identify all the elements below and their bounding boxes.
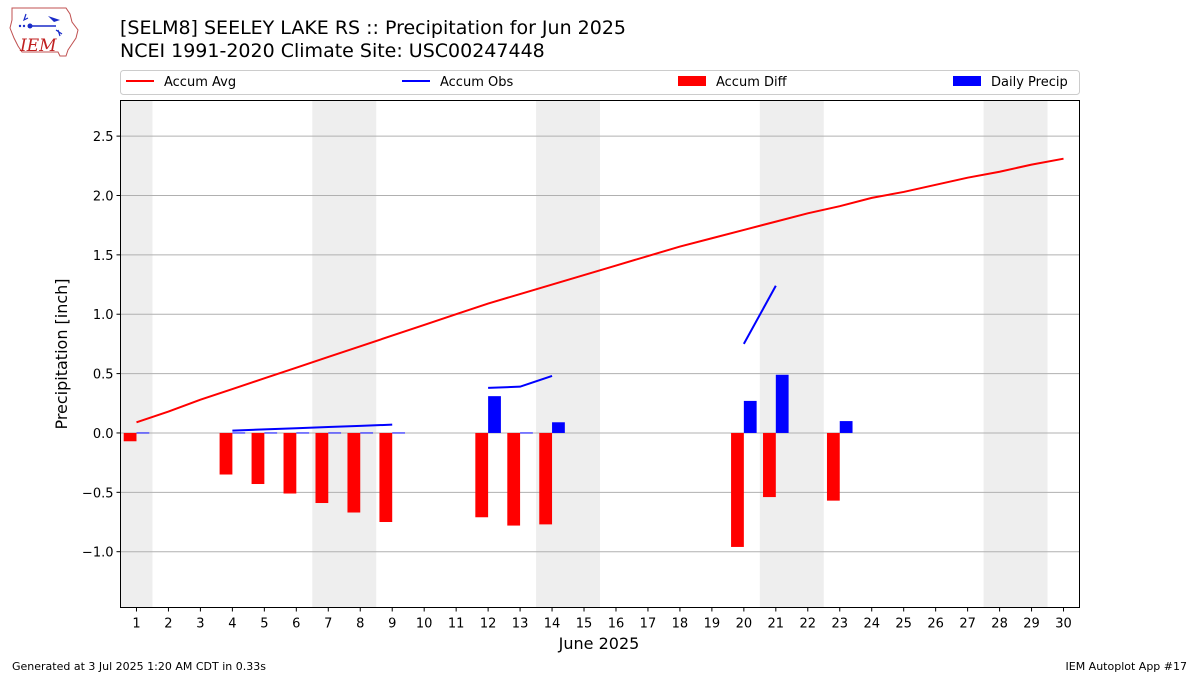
accum-diff-bar [123, 432, 137, 442]
daily-precip-bar [360, 432, 374, 434]
x-tick-label: 14 [544, 617, 561, 632]
accum-diff-bar [539, 432, 553, 525]
legend-swatch-daily-precip [953, 76, 981, 86]
accum-diff-bar [251, 432, 265, 485]
x-tick-label: 3 [196, 617, 204, 632]
footer-app: IEM Autoplot App #17 [1065, 660, 1188, 673]
weekend-band-1 [312, 100, 377, 608]
x-tick-label: 28 [991, 617, 1008, 632]
accum-obs-line [742, 285, 777, 345]
x-tick-label: 4 [228, 617, 236, 632]
x-tick-label: 23 [831, 617, 848, 632]
y-axis-ticks: −1.0 −0.5 0.0 0.5 1.0 1.5 2.0 2.5 [82, 130, 121, 561]
x-tick-label: 16 [608, 617, 625, 632]
x-tick-label: 2 [164, 617, 172, 632]
daily-precip-bar [392, 432, 406, 434]
x-tick-label: 27 [959, 617, 976, 632]
weekend-band-0 [120, 100, 153, 608]
x-tick-label: 24 [863, 617, 880, 632]
accum-diff-bar [315, 432, 329, 504]
legend: Accum Avg Accum Obs Accum Diff Daily Pre… [120, 70, 1080, 95]
x-tick-label: 29 [1023, 617, 1040, 632]
x-tick-label: 7 [324, 617, 332, 632]
daily-precip-bar [552, 422, 565, 433]
legend-swatch-accum-diff [678, 76, 706, 86]
x-tick-label: 26 [927, 617, 944, 632]
legend-label-accum-diff: Accum Diff [716, 75, 788, 90]
y-tick-label: 2.0 [93, 189, 114, 204]
chart-title: [SELM8] SEELEY LAKE RS :: Precipitation … [120, 17, 627, 39]
x-axis-ticks: 1 2 3 4 5 6 7 8 9 10 11 12 13 14 15 16 17 18 19 20 21 22 23 24 2… [132, 607, 1072, 632]
accum-diff-bar [347, 432, 361, 513]
x-tick-label: 17 [640, 617, 657, 632]
daily-precip-bar [839, 421, 853, 433]
daily-precip-bar [136, 432, 150, 434]
accum-diff-bar [507, 432, 521, 526]
accum-diff-bar [763, 432, 776, 498]
x-tick-label: 9 [388, 617, 396, 632]
daily-precip-bar [328, 432, 342, 434]
chart-subtitle: NCEI 1991-2020 Climate Site: USC00247448 [120, 40, 545, 62]
y-tick-label: 2.5 [93, 130, 114, 145]
accum-diff-bar [283, 432, 297, 494]
footer-generated: Generated at 3 Jul 2025 1:20 AM CDT in 0… [12, 660, 266, 673]
y-axis-label: Precipitation [inch] [52, 278, 71, 429]
x-tick-label: 13 [512, 617, 529, 632]
y-tick-label: 0.5 [93, 368, 114, 383]
daily-precip-bar [488, 396, 501, 433]
daily-precip-bar [775, 374, 789, 433]
bars [123, 374, 853, 547]
y-tick-label: −0.5 [82, 486, 114, 501]
x-tick-label: 5 [260, 617, 268, 632]
accum-diff-bar [475, 432, 489, 518]
x-tick-label: 19 [704, 617, 721, 632]
y-tick-label: 0.0 [93, 427, 114, 442]
legend-label-daily-precip: Daily Precip [991, 75, 1068, 90]
accum-diff-bar [731, 432, 744, 547]
accum-obs-line [232, 423, 393, 432]
x-tick-label: 15 [576, 617, 593, 632]
x-tick-label: 1 [132, 617, 140, 632]
accum-diff-bar [826, 432, 840, 501]
accum-avg-line [136, 157, 1064, 424]
x-tick-label: 30 [1055, 617, 1072, 632]
daily-precip-bar [520, 432, 533, 434]
logo-text: IEM [19, 36, 57, 56]
y-tick-label: 1.0 [93, 308, 114, 323]
weekend-shading [120, 100, 1048, 608]
x-tick-label: 8 [356, 617, 364, 632]
x-tick-label: 25 [895, 617, 912, 632]
daily-precip-bar [264, 432, 278, 434]
iem-logo: IEM [9, 7, 79, 57]
legend-label-accum-obs: Accum Obs [440, 75, 513, 90]
plot-frame [120, 100, 1080, 608]
x-tick-label: 22 [800, 617, 817, 632]
accum-diff-bar [219, 432, 233, 475]
x-tick-label: 6 [292, 617, 300, 632]
daily-precip-bar [232, 432, 246, 434]
weekend-band-2 [536, 100, 600, 608]
x-tick-label: 11 [448, 617, 465, 632]
weekend-band-4 [983, 100, 1048, 608]
accum-obs-line [488, 375, 553, 389]
x-tick-label: 20 [736, 617, 753, 632]
x-tick-label: 18 [672, 617, 689, 632]
legend-label-accum-avg: Accum Avg [164, 75, 236, 90]
x-tick-label: 12 [480, 617, 497, 632]
x-tick-label: 21 [768, 617, 785, 632]
accum-diff-bar [379, 432, 393, 523]
lines [136, 157, 1064, 432]
daily-precip-bar [743, 400, 757, 433]
daily-precip-bar [296, 432, 310, 434]
x-tick-label: 10 [416, 617, 433, 632]
y-tick-label: 1.5 [93, 249, 114, 264]
weekend-band-3 [759, 100, 824, 608]
x-axis-label: June 2025 [558, 634, 640, 653]
y-tick-label: −1.0 [82, 546, 114, 561]
